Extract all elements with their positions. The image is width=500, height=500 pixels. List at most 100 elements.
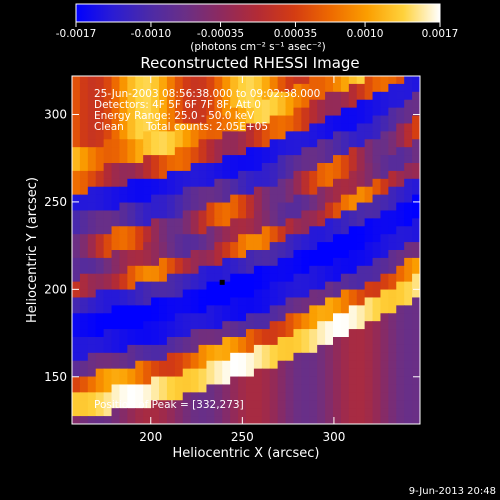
heatmap-cell bbox=[325, 329, 334, 338]
heatmap-cell bbox=[356, 131, 366, 140]
heatmap-cell bbox=[269, 392, 279, 401]
heatmap-cell bbox=[230, 226, 239, 235]
heatmap-cell bbox=[412, 178, 420, 188]
heatmap-cell bbox=[246, 170, 255, 180]
heatmap-cell bbox=[95, 115, 105, 125]
heatmap-cell bbox=[206, 99, 215, 109]
heatmap-cell bbox=[159, 392, 168, 401]
heatmap-cell bbox=[214, 91, 223, 101]
heatmap-cell bbox=[127, 281, 136, 291]
heatmap-cell bbox=[174, 352, 184, 362]
heatmap-cell bbox=[206, 400, 215, 409]
heatmap-cell bbox=[174, 313, 184, 322]
heatmap-cell bbox=[364, 194, 374, 204]
heatmap-cell bbox=[309, 163, 318, 172]
heatmap-cell bbox=[246, 178, 255, 188]
heatmap-cell bbox=[277, 337, 287, 346]
heatmap-cell bbox=[198, 360, 208, 370]
heatmap-cell bbox=[95, 313, 105, 322]
heatmap-cell bbox=[246, 408, 255, 417]
heatmap-cell bbox=[325, 400, 334, 409]
heatmap-cell bbox=[72, 329, 81, 338]
heatmap-cell bbox=[293, 178, 302, 188]
heatmap-cell bbox=[230, 170, 239, 180]
heatmap-cell bbox=[166, 360, 176, 370]
heatmap-cell bbox=[388, 83, 397, 93]
heatmap-cell bbox=[293, 107, 302, 117]
heatmap-cell bbox=[269, 281, 279, 291]
heatmap-cell bbox=[111, 155, 121, 164]
heatmap-cell bbox=[206, 305, 215, 314]
heatmap-cell bbox=[277, 107, 287, 117]
heatmap-cell bbox=[87, 218, 97, 227]
heatmap-cell bbox=[214, 163, 223, 172]
heatmap-cell bbox=[103, 226, 113, 235]
heatmap-cell bbox=[293, 305, 302, 314]
heatmap-cell bbox=[103, 234, 113, 243]
heatmap-cell bbox=[269, 91, 279, 101]
heatmap-cell bbox=[174, 115, 184, 125]
heatmap-cell bbox=[269, 123, 279, 132]
heatmap-cell bbox=[325, 250, 334, 259]
heatmap-cell bbox=[95, 163, 105, 172]
heatmap-cell bbox=[404, 210, 413, 219]
heatmap-cell bbox=[372, 210, 382, 219]
heatmap-cell bbox=[151, 139, 160, 148]
heatmap-cell bbox=[182, 257, 192, 267]
heatmap-cell bbox=[372, 226, 382, 235]
heatmap-cell bbox=[246, 139, 255, 148]
heatmap-cell bbox=[206, 210, 215, 219]
heatmap-cell bbox=[182, 329, 192, 338]
heatmap-cell bbox=[301, 147, 310, 156]
heatmap-cell bbox=[293, 83, 302, 93]
heatmap-cell bbox=[119, 392, 128, 401]
heatmap-cell bbox=[182, 297, 192, 306]
heatmap-cell bbox=[388, 416, 397, 424]
heatmap-cell bbox=[396, 99, 405, 109]
heatmap-cell bbox=[222, 360, 231, 370]
heatmap-cell bbox=[253, 131, 263, 140]
heatmap-cell bbox=[159, 400, 168, 409]
heatmap-cell bbox=[412, 91, 420, 101]
heatmap-cell bbox=[222, 281, 231, 291]
heatmap-cell bbox=[159, 257, 168, 267]
heatmap-cell bbox=[388, 321, 397, 330]
heatmap-cell bbox=[246, 76, 255, 85]
heatmap-cell bbox=[246, 400, 255, 409]
heatmap-cell bbox=[151, 313, 160, 322]
heatmap-cell bbox=[380, 360, 389, 370]
heatmap-cell bbox=[325, 139, 334, 148]
heatmap-cell bbox=[159, 408, 168, 417]
heatmap-cell bbox=[151, 265, 160, 275]
heatmap-cell bbox=[103, 155, 113, 164]
heatmap-cell bbox=[317, 234, 326, 243]
heatmap-cell bbox=[95, 131, 105, 140]
heatmap-cell bbox=[269, 368, 279, 378]
heatmap-cell bbox=[103, 250, 113, 259]
heatmap-cell bbox=[246, 265, 255, 275]
heatmap-cell bbox=[182, 305, 192, 314]
heatmap-cell bbox=[222, 99, 231, 109]
heatmap-cell bbox=[79, 115, 89, 125]
heatmap-cell bbox=[269, 416, 279, 424]
heatmap-cell bbox=[72, 344, 81, 354]
heatmap-cell bbox=[79, 352, 89, 362]
heatmap-cell bbox=[317, 202, 326, 212]
heatmap-cell bbox=[166, 234, 176, 243]
heatmap-cell bbox=[253, 242, 263, 251]
heatmap-cell bbox=[103, 337, 113, 346]
heatmap-cell bbox=[190, 226, 200, 235]
heatmap-cell bbox=[317, 313, 326, 322]
heatmap-cell bbox=[143, 368, 152, 378]
heatmap-cell bbox=[317, 139, 326, 148]
heatmap-cell bbox=[95, 416, 105, 424]
heatmap-cell bbox=[285, 344, 295, 354]
heatmap-cell bbox=[269, 218, 279, 227]
heatmap-cell bbox=[317, 297, 326, 306]
heatmap-cell bbox=[261, 131, 271, 140]
heatmap-cell bbox=[127, 329, 136, 338]
heatmap-cell bbox=[159, 202, 168, 212]
heatmap-cell bbox=[214, 83, 223, 93]
heatmap-cell bbox=[388, 250, 397, 259]
heatmap-cell bbox=[309, 210, 318, 219]
